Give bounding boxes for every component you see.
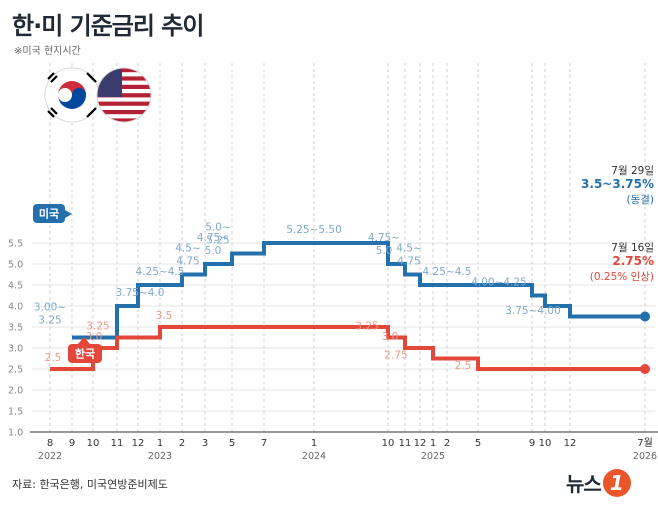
kr-series: 2.53.03.253.53.253.02.752.5 <box>45 310 650 374</box>
step-label: 3.25 <box>86 321 109 333</box>
end-point <box>640 364 650 374</box>
x-tick-label: 1 <box>430 438 436 449</box>
usa-flag-icon <box>96 67 152 123</box>
x-tick-label: 12 <box>132 438 145 449</box>
y-tick-label: 3.5 <box>8 323 23 334</box>
step-label: 4.25~4.5 <box>423 266 472 278</box>
step-label: 2.5 <box>45 352 62 364</box>
x-tick-label: 3 <box>202 438 208 449</box>
x-tick-label: 11 <box>111 438 124 449</box>
x-tick-label: 2 <box>179 438 185 449</box>
x-year-label: 2023 <box>148 451 172 462</box>
x-year-label: 2026 <box>633 451 657 462</box>
logo-text: 뉴스 <box>566 472 602 496</box>
step-label: 3.5 <box>156 310 173 322</box>
x-tick-label: 7 <box>261 438 267 449</box>
step-label: 3.25 <box>355 321 378 333</box>
y-tick-label: 4.0 <box>8 302 23 313</box>
step-label: 2.75 <box>384 350 407 362</box>
y-tick-label: 1.5 <box>8 407 23 418</box>
y-tick-label: 2.5 <box>8 365 23 376</box>
step-label: 4.5~ 4.75 <box>396 243 422 268</box>
step-label: 3.0 <box>382 331 399 343</box>
rate-chart: 1.0 1.5 2.0 2.5 3.0 3.5 4.0 4.5 5.0 5.5 8 2022 9 10 1… <box>8 60 658 462</box>
x-year-label: 2022 <box>38 451 62 462</box>
step-label: 5.25~5.50 <box>286 224 342 236</box>
step-label: 4.00~4.25 <box>471 277 527 289</box>
x-tick-label: 11 <box>399 438 412 449</box>
kr-end-date: 7월 16일 <box>611 241 654 254</box>
y-tick-label: 2.0 <box>8 386 23 397</box>
kr-rate-line <box>50 325 645 371</box>
y-tick-label: 4.5 <box>8 281 23 292</box>
x-tick-label: 10 <box>382 438 395 449</box>
korea-flag-icon <box>44 67 100 123</box>
logo-mark: 1 <box>602 468 631 497</box>
x-tick-label: 9 <box>529 438 535 449</box>
y-tick-label: 1.0 <box>8 428 23 439</box>
us-end-value: 3.5~3.75% <box>581 177 654 191</box>
step-label: 4.5~ 4.75 <box>175 243 201 268</box>
timezone-note: ※미국 현지시간 <box>14 46 81 57</box>
x-tick-label: 5 <box>475 438 481 449</box>
x-tick-label: 12 <box>414 438 427 449</box>
x-year-label: 2025 <box>421 451 445 462</box>
kr-end-value: 2.75% <box>612 254 654 268</box>
end-point <box>640 311 650 322</box>
x-tick-label: 9 <box>69 438 75 449</box>
x-tick-label: 5 <box>229 438 235 449</box>
step-label: 3.0 <box>86 331 103 343</box>
legend-label: 한국 <box>75 347 95 361</box>
x-tick-label: 12 <box>564 438 577 449</box>
chart-title: 한·미 기준금리 추이 <box>12 12 204 40</box>
x-tick-label: 7월 <box>637 437 653 449</box>
legend-label: 미국 <box>39 207 59 221</box>
step-label: 4.25~4.5 <box>136 266 185 278</box>
y-axis: 1.0 1.5 2.0 2.5 3.0 3.5 4.0 4.5 5.0 5.5 <box>8 239 23 439</box>
x-tick-label: 2 <box>444 438 450 449</box>
step-label: 5.0~ 5.25 <box>205 222 231 247</box>
y-tick-label: 5.5 <box>8 239 23 250</box>
x-year-label: 2024 <box>302 451 326 462</box>
flags <box>44 67 152 123</box>
step-label: 4.75~ 5.0 <box>368 232 400 257</box>
news1-logo: 뉴스 1 <box>566 468 631 497</box>
step-label: 3.75~4.00 <box>505 305 561 317</box>
step-label: 2.5 <box>455 360 472 372</box>
us-end-note: (동결) <box>626 194 654 206</box>
us-end-date: 7월 29일 <box>611 164 654 177</box>
step-label: 4.75~ 5.0 <box>197 232 229 257</box>
us-rate-line <box>72 241 645 340</box>
legend-us: 미국 <box>33 204 72 223</box>
source-note: 자료: 한국은행, 미국연방준비제도 <box>12 478 168 491</box>
x-tick-label: 8 <box>47 438 53 449</box>
us-series: 3.00~ 3.253.75~4.04.25~4.54.5~ 4.754.75~ 5.… <box>34 222 650 340</box>
y-tick-label: 3.0 <box>8 344 23 355</box>
x-tick-label: 1 <box>157 438 163 449</box>
kr-end-note: (0.25% 인상) <box>590 271 654 283</box>
x-tick-label: 10 <box>87 438 100 449</box>
step-label: 3.75~4.0 <box>116 287 165 299</box>
y-tick-label: 5.0 <box>8 260 23 271</box>
x-tick-label: 1 <box>311 438 317 449</box>
x-tick-label: 10 <box>539 438 552 449</box>
step-label: 3.00~ 3.25 <box>34 302 66 327</box>
legend-kr: 한국 <box>68 337 102 363</box>
